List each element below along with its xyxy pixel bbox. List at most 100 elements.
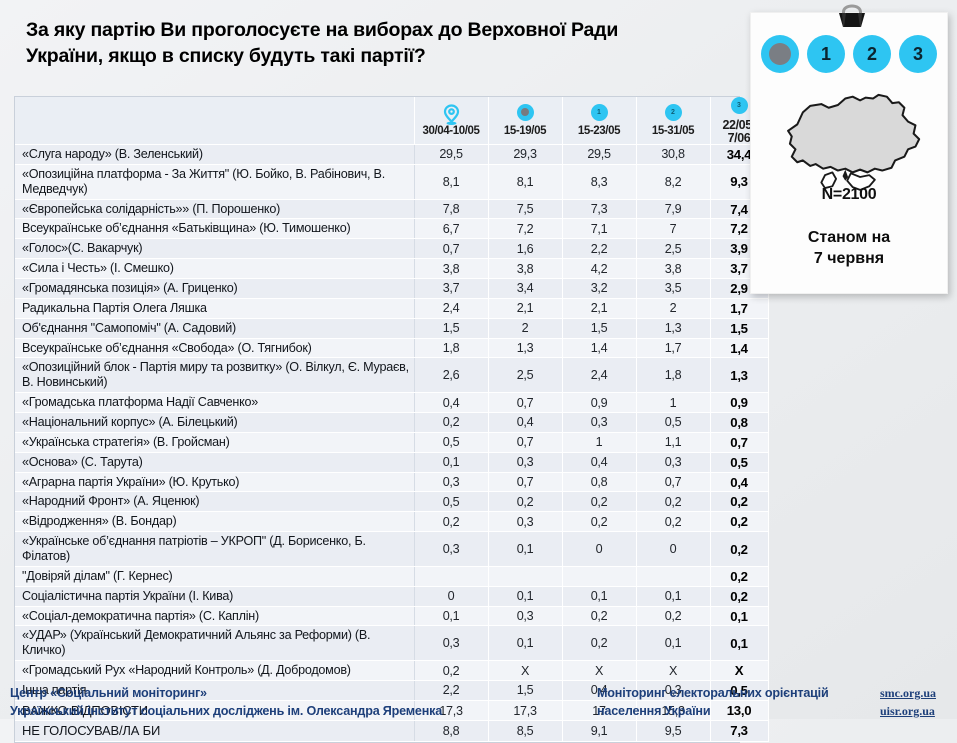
column-header-1: 30/04-10/05 bbox=[414, 97, 489, 145]
circle-badge-icon: 1 bbox=[590, 103, 608, 121]
table-row: «Аграрна партія України» (Ю. Крутько) 0,3… bbox=[15, 472, 769, 493]
footer-links: smc.org.ua uisr.org.ua bbox=[880, 684, 936, 720]
table-row: «Відродження» (В. Бондар) 0,2 0,3 0,2 0,2 0,2 bbox=[15, 511, 769, 533]
value-cell-wave-1: 29,5 bbox=[414, 144, 489, 165]
value-cell-wave-4: 0,2 bbox=[636, 606, 711, 627]
value-cell-wave-3 bbox=[562, 566, 637, 587]
value-cell-wave-4: 9,5 bbox=[636, 720, 711, 742]
value-cell-wave-3: 9,1 bbox=[562, 720, 637, 742]
wave-badge-4: 3 bbox=[899, 35, 937, 73]
value-cell-wave-3: 0,2 bbox=[562, 511, 637, 533]
value-cell-wave-3: 1,5 bbox=[562, 318, 637, 339]
value-cell-wave-2: 7,5 bbox=[488, 199, 563, 220]
value-cell-wave-2: 0,1 bbox=[488, 586, 563, 607]
wave-badge-1 bbox=[761, 35, 799, 73]
value-cell-wave-4: 0,1 bbox=[636, 625, 711, 662]
value-cell-wave-2: X bbox=[488, 660, 563, 682]
value-cell-wave-5: 0,4 bbox=[710, 472, 769, 493]
value-cell-wave-2: 8,5 bbox=[488, 720, 563, 742]
value-cell-wave-3: 7,1 bbox=[562, 218, 637, 240]
value-cell-wave-2: 0,1 bbox=[488, 625, 563, 662]
value-cell-wave-4: 0,5 bbox=[636, 412, 711, 433]
table-row: «Опозиційна платформа - За Життя" (Ю. Бо… bbox=[15, 164, 769, 200]
value-cell-wave-3: 2,4 bbox=[562, 357, 637, 394]
value-cell-wave-3: 8,3 bbox=[562, 164, 637, 200]
table-row: Всеукраїнське об’єднання «Свобода» (О. Т… bbox=[15, 338, 769, 359]
column-header-2: 15-19/05 bbox=[488, 97, 563, 145]
table-row: Соціалістична партія України (І. Кива) 0 0… bbox=[15, 586, 769, 607]
value-cell-wave-5: 0,2 bbox=[710, 511, 769, 533]
value-cell-wave-3: 0,4 bbox=[562, 452, 637, 473]
table-row: НЕ ГОЛОСУВАВ/ЛА БИ 8,8 8,5 9,1 9,5 7,3 bbox=[15, 720, 769, 742]
value-cell-wave-4: 0,3 bbox=[636, 680, 711, 701]
table-row: ВАЖКО ВІДПОВІСТИ 17,3 17,3 17 15,3 13,0 bbox=[15, 700, 769, 722]
party-name-cell: «Опозиційний блок - Партія миру та розви… bbox=[15, 357, 415, 394]
party-name-cell: НЕ ГОЛОСУВАВ/ЛА БИ bbox=[15, 720, 415, 742]
value-cell-wave-3: 1 bbox=[562, 432, 637, 453]
value-cell-wave-2 bbox=[488, 566, 563, 587]
value-cell-wave-2: 0,3 bbox=[488, 452, 563, 473]
table-row: «Національний корпус» (А. Білецький) 0,2 0… bbox=[15, 412, 769, 433]
value-cell-wave-3: 0,3 bbox=[562, 412, 637, 433]
value-cell-wave-4: 1,3 bbox=[636, 318, 711, 339]
link-smc[interactable]: smc.org.ua bbox=[880, 686, 936, 700]
value-cell-wave-3: 0,2 bbox=[562, 625, 637, 662]
column-header-label: 30/04-10/05 bbox=[422, 124, 480, 137]
value-cell-wave-3: 17 bbox=[562, 700, 637, 722]
value-cell-wave-4: 3,8 bbox=[636, 258, 711, 280]
value-cell-wave-1: 0,3 bbox=[414, 531, 489, 567]
value-cell-wave-5: 0,1 bbox=[710, 625, 769, 662]
value-cell-wave-1: 2,4 bbox=[414, 298, 489, 319]
column-header-label: 15-23/05 bbox=[577, 124, 621, 137]
value-cell-wave-5: 0,2 bbox=[710, 531, 769, 567]
value-cell-wave-2: 17,3 bbox=[488, 700, 563, 722]
value-cell-wave-2: 2,1 bbox=[488, 298, 563, 319]
value-cell-wave-5: 0,7 bbox=[710, 432, 769, 453]
value-cell-wave-1: 0,5 bbox=[414, 432, 489, 453]
as-of-date-label: Станом на 7 червня bbox=[807, 229, 891, 267]
value-cell-wave-4: 1,8 bbox=[636, 357, 711, 394]
value-cell-wave-2: 3,4 bbox=[488, 278, 563, 299]
value-cell-wave-4: 7,9 bbox=[636, 199, 711, 220]
link-uisr[interactable]: uisr.org.ua bbox=[880, 704, 935, 718]
value-cell-wave-4: 8,2 bbox=[636, 164, 711, 200]
party-name-cell: Об'єднання "Самопоміч" (А. Садовий) bbox=[15, 318, 415, 339]
party-name-cell: Всеукраїнське об’єднання «Свобода» (О. Т… bbox=[15, 338, 415, 359]
circle-badge-icon: 2 bbox=[664, 103, 682, 121]
footer-organization: Центр «Соціальний моніторинг» Українськи… bbox=[10, 684, 442, 721]
ukraine-map-icon bbox=[787, 93, 921, 191]
party-name-cell: «Народний Фронт» (А. Яценюк) bbox=[15, 491, 415, 513]
value-cell-wave-1: 6,7 bbox=[414, 218, 489, 240]
value-cell-wave-2: 1,6 bbox=[488, 238, 563, 260]
value-cell-wave-2: 0,3 bbox=[488, 606, 563, 627]
value-cell-wave-2: 1,3 bbox=[488, 338, 563, 359]
party-name-cell: «Європейська солідарність»» (П. Порошенк… bbox=[15, 199, 415, 220]
value-cell-wave-4: 0 bbox=[636, 531, 711, 567]
value-cell-wave-5: 0,8 bbox=[710, 412, 769, 433]
party-name-cell: «Аграрна партія України» (Ю. Крутько) bbox=[15, 472, 415, 493]
party-name-cell: «Громадська платформа Надії Савченко» bbox=[15, 392, 415, 414]
value-cell-wave-2: 0,2 bbox=[488, 491, 563, 513]
party-name-cell: «Громадянська позиція» (А. Гриценко) bbox=[15, 278, 415, 299]
column-header-label: 15-19/05 bbox=[503, 124, 547, 137]
footer-org-line1: Центр «Соціальний моніторинг» bbox=[10, 686, 207, 700]
ukraine-map-container: N=2100 bbox=[751, 81, 947, 203]
value-cell-wave-4: 30,8 bbox=[636, 144, 711, 165]
value-cell-wave-4: 2,5 bbox=[636, 238, 711, 260]
value-cell-wave-3: 0,2 bbox=[562, 606, 637, 627]
column-icon-wrap: 2 bbox=[637, 103, 710, 126]
party-name-cell: «Громадський Рух «Народний Контроль» (Д.… bbox=[15, 660, 415, 682]
value-cell-wave-4: 0,3 bbox=[636, 452, 711, 473]
table-row: «Українське об’єднання патріотів – УКРОП… bbox=[15, 531, 769, 567]
table-row: «Громадська платформа Надії Савченко» 0,4… bbox=[15, 392, 769, 414]
value-cell-wave-4: X bbox=[636, 660, 711, 682]
footer-org-line2: Український інститут соціальних дослідже… bbox=[10, 704, 443, 719]
binder-clip-icon bbox=[839, 4, 865, 27]
value-cell-wave-1: 0,5 bbox=[414, 491, 489, 513]
party-name-cell: "Довіряй ділам" (Г. Кернес) bbox=[15, 566, 415, 587]
value-cell-wave-5: 0,2 bbox=[710, 586, 769, 607]
table-row: «УДАР» (Український Демократичний Альянс… bbox=[15, 625, 769, 662]
value-cell-wave-1 bbox=[414, 566, 489, 587]
value-cell-wave-4: 2 bbox=[636, 298, 711, 319]
page-title: За яку партію Ви проголосуєте на виборах… bbox=[26, 19, 619, 67]
